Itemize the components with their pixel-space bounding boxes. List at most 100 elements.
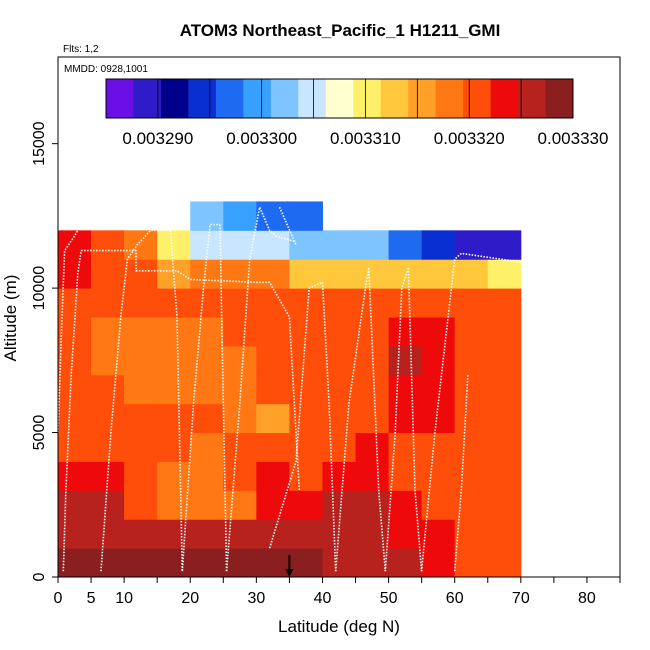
heatmap-cell xyxy=(256,490,290,520)
y-tick-label: 0 xyxy=(31,572,48,581)
heatmap-cell xyxy=(289,345,323,376)
heatmap-cell xyxy=(256,548,290,578)
heatmap-cell xyxy=(190,230,224,260)
heatmap-cell xyxy=(190,403,224,434)
colorbar-tick-label: 0.003310 xyxy=(330,129,401,148)
heatmap-cell xyxy=(190,317,224,347)
heatmap-cell xyxy=(322,432,357,462)
heatmap-cell xyxy=(157,548,191,578)
heatmap-cell xyxy=(355,461,390,491)
heatmap-cell xyxy=(157,374,191,405)
heatmap-cell xyxy=(124,403,158,434)
heatmap-cell xyxy=(157,317,191,347)
heatmap-cell xyxy=(289,432,323,462)
heatmap-cell xyxy=(124,432,158,462)
colorbar-swatch xyxy=(490,79,519,118)
heatmap-cell xyxy=(355,432,390,462)
heatmap-cell xyxy=(223,288,257,318)
x-tick-label: 10 xyxy=(115,590,133,607)
colorbar-swatch xyxy=(133,79,162,118)
flight-track xyxy=(225,206,297,572)
heatmap-cell xyxy=(223,548,257,578)
heatmap-cell xyxy=(58,490,92,520)
x-tick-label: 50 xyxy=(380,590,398,607)
heatmap-cell xyxy=(355,288,390,318)
heatmap-cell xyxy=(487,461,522,491)
heatmap-cell xyxy=(454,317,489,347)
heatmap-cell xyxy=(256,201,290,231)
heatmap-cell xyxy=(223,461,257,491)
heatmap-cell xyxy=(223,345,257,376)
heatmap-cell xyxy=(355,230,390,260)
heatmap-cell xyxy=(388,230,423,260)
colorbar-swatch xyxy=(435,79,464,118)
heatmap-cell xyxy=(91,230,125,260)
heatmap-cell xyxy=(223,403,257,434)
heatmap-cell xyxy=(190,288,224,318)
heatmap-cell xyxy=(421,345,456,376)
heatmap-cell xyxy=(289,374,323,405)
colorbar-swatch xyxy=(298,79,327,118)
flight-track xyxy=(81,249,301,491)
heatmap-cell xyxy=(91,490,125,520)
heatmap-cell xyxy=(190,461,224,491)
flight-track xyxy=(181,223,220,572)
heatmap-cell xyxy=(487,345,522,376)
heatmap-cell xyxy=(124,461,158,491)
heatmap-cell xyxy=(322,259,357,289)
heatmap-cell xyxy=(256,317,290,347)
heatmap-cell xyxy=(124,519,158,549)
heatmap-cell xyxy=(190,259,224,289)
colorbar-swatch xyxy=(518,79,547,118)
heatmap-cell xyxy=(223,201,257,231)
heatmap-cell xyxy=(388,259,423,289)
heatmap xyxy=(58,201,522,578)
heatmap-cell xyxy=(454,548,489,578)
colorbar-frame xyxy=(105,78,574,119)
heatmap-cell xyxy=(91,432,125,462)
heatmap-cell xyxy=(91,548,125,578)
heatmap-cell xyxy=(421,374,456,405)
heatmap-cell xyxy=(454,432,489,462)
heatmap-cell xyxy=(91,345,125,376)
heatmap-cell xyxy=(190,432,224,462)
heatmap-cell xyxy=(421,230,456,260)
heatmap-cell xyxy=(289,317,323,347)
heatmap-cell xyxy=(58,374,92,405)
heatmap-cell xyxy=(157,230,191,260)
heatmap-cell xyxy=(421,519,456,549)
heatmap-cell xyxy=(190,519,224,549)
heatmap-cell xyxy=(157,519,191,549)
heatmap-cell xyxy=(124,548,158,578)
heatmap-cell xyxy=(256,345,290,376)
heatmap-cell xyxy=(256,519,290,549)
heatmap-cell xyxy=(157,403,191,434)
x-tick-label: 5 xyxy=(87,590,96,607)
heatmap-cell xyxy=(355,374,390,405)
heatmap-cell xyxy=(124,317,158,347)
colorbar-swatch xyxy=(380,79,409,118)
heatmap-cell xyxy=(157,259,191,289)
heatmap-cell xyxy=(157,345,191,376)
x-tick-label: 30 xyxy=(247,590,265,607)
heatmap-cell xyxy=(322,317,357,347)
x-tick-label: 20 xyxy=(181,590,199,607)
colorbar: 0.003290 0.003300 0.003310 0.003320 0.003330 xyxy=(105,78,608,148)
heatmap-cell xyxy=(256,374,290,405)
heatmap-cell xyxy=(58,230,92,260)
heatmap-cell xyxy=(322,461,357,491)
x-tick-label: 80 xyxy=(578,590,596,607)
heatmap-cell xyxy=(487,317,522,347)
heatmap-cell xyxy=(91,259,125,289)
heatmap-cell xyxy=(289,490,323,520)
heatmap-cell xyxy=(388,374,423,405)
heatmap-cell xyxy=(322,230,357,260)
heatmap-cell xyxy=(289,201,323,231)
colorbar-swatch xyxy=(188,79,217,118)
heatmap-cell xyxy=(388,345,423,376)
heatmap-cell xyxy=(454,461,489,491)
flight-track xyxy=(169,230,184,572)
flight-track xyxy=(334,267,370,572)
heatmap-cell xyxy=(157,490,191,520)
colorbar-swatch xyxy=(270,79,299,118)
